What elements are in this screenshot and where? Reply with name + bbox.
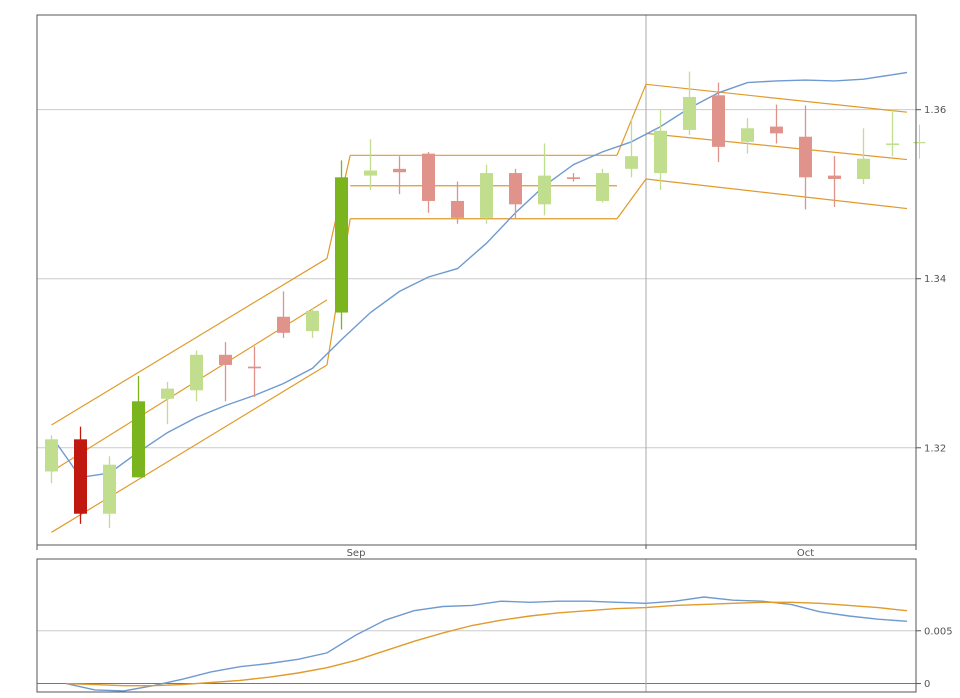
candle [132,375,145,478]
candle [422,151,435,213]
candle-body [799,136,812,178]
candle-body [596,173,609,201]
indicator-gridlines [37,630,916,685]
candle-body [277,316,290,333]
candle-body [480,173,493,218]
candle-body [103,464,116,514]
candle-body [509,173,522,205]
candle [886,109,899,157]
candle-body [683,96,696,130]
candle [393,156,406,195]
price-panel-border [36,14,917,546]
trend-line [56,71,908,479]
candle [567,173,580,182]
candle [480,164,493,224]
candle-body [712,95,725,147]
candle-body [828,175,841,179]
candle [741,118,754,154]
price-gridlines [37,109,916,449]
candle-body [422,153,435,201]
candle [770,104,783,144]
candle [683,71,696,136]
x-tick-label: Sep [347,548,366,559]
candle-body [248,366,261,369]
y-tick-label: 1.34 [924,274,946,285]
candle [857,128,870,185]
indicator-series-line [65,601,908,687]
candle-body [886,143,899,145]
candle-body [857,158,870,179]
candle [509,168,522,218]
indicator-panel-frame [36,558,917,693]
candle [828,156,841,207]
channel-lower-line [51,364,328,533]
candle-body [190,354,203,391]
candle [799,105,812,210]
channel-upper-line [51,257,328,426]
candle-body [306,310,319,332]
candle [306,308,319,338]
candle-body [741,128,754,142]
candle [103,456,116,529]
candle [161,381,174,425]
candle-body [625,156,638,169]
candle [654,109,667,190]
indicator-y-axis: 0.005 0 [916,626,953,690]
candle-body [451,200,464,218]
price-y-axis: 1.32 1.34 1.36 [916,105,946,454]
candle [277,291,290,338]
candle-body [219,354,232,365]
candle [538,143,551,216]
candle [45,435,58,484]
candle [625,118,638,178]
candle-body [770,126,783,134]
indicator-lines [65,596,908,692]
candle-body [335,177,348,313]
channel-lower-line [645,178,908,210]
candle [74,426,87,524]
candle-body [161,388,174,399]
x-tick-label: Oct [797,548,814,559]
y-tick-label: 1.36 [924,105,946,116]
candle [596,168,609,203]
candle [364,139,377,190]
candles [45,71,926,529]
price-panel-frame [36,14,917,546]
y-tick-label: 0 [924,679,930,690]
trend-line-path [56,71,908,479]
channel-join-line [616,178,647,220]
y-tick-label: 1.32 [924,443,946,454]
candle-body [654,130,667,174]
candle [712,82,725,163]
candle-body [74,439,87,514]
candle-body [364,170,377,176]
candle-body [567,177,580,179]
candle [451,181,464,224]
candle [335,160,348,330]
candle-body [45,439,58,472]
candle [190,350,203,402]
candle-body [132,401,145,478]
candle [248,346,261,398]
indicator-panel-border [36,558,917,693]
x-axis: Sep Oct [36,545,917,559]
y-tick-label: 0.005 [924,626,953,637]
candle [219,342,232,402]
candle-body [538,175,551,205]
candle-body [393,168,406,173]
